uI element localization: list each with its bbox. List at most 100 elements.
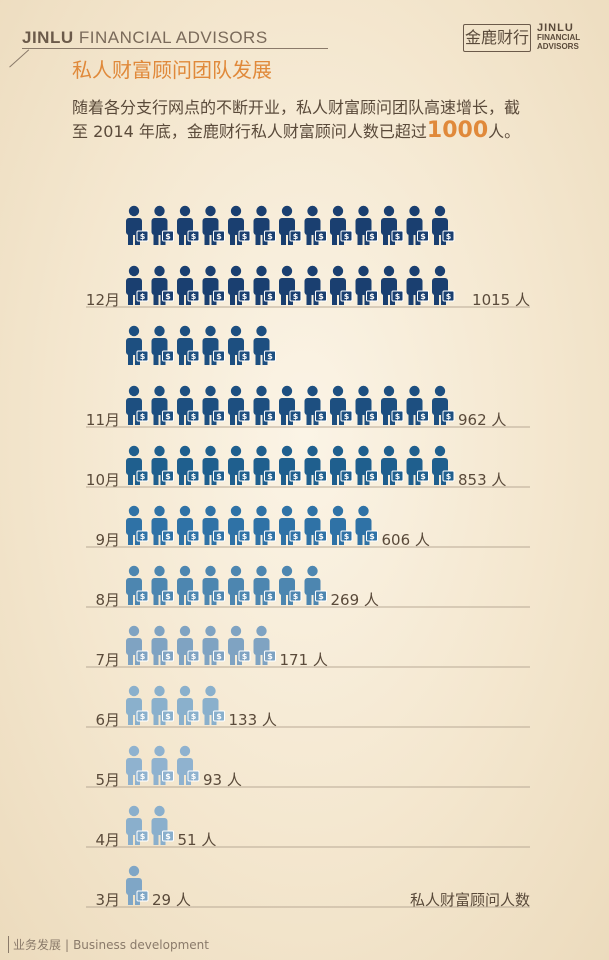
logo-cn: 金鹿财行 (463, 24, 531, 52)
person-icon: $ (253, 505, 276, 545)
person-icon: $ (253, 445, 276, 485)
svg-text:$: $ (395, 412, 401, 421)
person-icon: $ (151, 805, 174, 845)
person-icon: $ (151, 385, 174, 425)
svg-text:$: $ (216, 712, 222, 721)
person-icon: $ (330, 385, 353, 425)
svg-text:$: $ (242, 472, 248, 481)
person-icon: $ (279, 265, 302, 305)
person-icon: $ (126, 385, 149, 425)
person-icon: $ (253, 565, 276, 605)
svg-text:$: $ (395, 472, 401, 481)
person-icon: $ (228, 265, 251, 305)
svg-text:$: $ (191, 592, 197, 601)
svg-text:$: $ (344, 232, 350, 241)
svg-text:$: $ (242, 592, 248, 601)
svg-text:$: $ (293, 292, 299, 301)
page-subtitle: 私人财富顾问团队发展 (72, 58, 272, 82)
intro-text-1: 随着各分支行网点的不断开业，私人财富顾问团队高速增长，截至 2014 年底，金鹿… (72, 98, 521, 141)
svg-text:$: $ (446, 472, 452, 481)
svg-text:$: $ (191, 232, 197, 241)
month-label: 10月 (86, 471, 120, 489)
svg-text:$: $ (165, 472, 171, 481)
person-icon: $ (432, 445, 455, 485)
svg-text:$: $ (293, 232, 299, 241)
svg-text:$: $ (242, 652, 248, 661)
footer-cn: 业务发展 (8, 936, 61, 953)
month-label: 7月 (95, 651, 120, 669)
svg-text:$: $ (165, 832, 171, 841)
person-icon: $ (330, 205, 353, 245)
svg-text:$: $ (216, 532, 222, 541)
svg-text:$: $ (318, 592, 324, 601)
footer-separator: | (65, 938, 70, 952)
person-icon: $ (126, 205, 149, 245)
person-icon: $ (177, 565, 200, 605)
intro-text-2: 人。 (488, 122, 521, 141)
svg-text:$: $ (165, 592, 171, 601)
svg-text:$: $ (369, 232, 375, 241)
svg-text:$: $ (140, 772, 146, 781)
person-icon: $ (228, 445, 251, 485)
person-icon: $ (279, 385, 302, 425)
svg-text:$: $ (216, 232, 222, 241)
brand-light: FINANCIAL ADVISORS (73, 28, 268, 47)
svg-text:$: $ (191, 712, 197, 721)
person-icon: $ (279, 565, 302, 605)
person-icon: $ (279, 205, 302, 245)
person-icon: $ (406, 445, 429, 485)
person-icon: $ (304, 445, 327, 485)
person-icon: $ (355, 385, 378, 425)
svg-text:$: $ (420, 412, 426, 421)
month-label: 5月 (95, 771, 120, 789)
svg-text:$: $ (140, 832, 146, 841)
svg-text:$: $ (395, 292, 401, 301)
svg-text:$: $ (242, 352, 248, 361)
svg-text:$: $ (191, 412, 197, 421)
person-icon: $ (177, 445, 200, 485)
svg-text:$: $ (165, 712, 171, 721)
person-icon: $ (202, 265, 225, 305)
person-icon: $ (126, 745, 149, 785)
person-icon: $ (126, 505, 149, 545)
logo-en-line-3: ADVISORS (537, 42, 579, 51)
person-icon: $ (202, 205, 225, 245)
footer-en: Business development (73, 938, 209, 952)
svg-text:$: $ (191, 472, 197, 481)
person-icon: $ (151, 565, 174, 605)
person-icon: $ (151, 745, 174, 785)
person-icon: $ (253, 325, 276, 365)
svg-text:$: $ (140, 472, 146, 481)
svg-text:$: $ (165, 232, 171, 241)
svg-text:$: $ (318, 292, 324, 301)
person-icon: $ (202, 445, 225, 485)
value-label: 1015 人 (472, 291, 530, 309)
svg-text:$: $ (165, 412, 171, 421)
svg-text:$: $ (267, 352, 273, 361)
person-icon: $ (202, 685, 225, 725)
month-label: 11月 (86, 411, 120, 429)
value-label: 93 人 (203, 771, 242, 789)
person-icon: $ (126, 865, 149, 905)
svg-text:$: $ (165, 352, 171, 361)
person-icon: $ (406, 265, 429, 305)
svg-text:$: $ (140, 352, 146, 361)
svg-text:$: $ (216, 472, 222, 481)
intro-highlight: 1000 (426, 118, 489, 143)
svg-text:$: $ (344, 472, 350, 481)
svg-text:$: $ (165, 532, 171, 541)
person-icon: $ (126, 805, 149, 845)
svg-text:$: $ (242, 532, 248, 541)
svg-text:$: $ (191, 652, 197, 661)
person-icon: $ (202, 565, 225, 605)
svg-text:$: $ (140, 592, 146, 601)
person-icon: $ (381, 205, 404, 245)
person-icon: $ (304, 205, 327, 245)
svg-text:$: $ (446, 412, 452, 421)
svg-text:$: $ (216, 412, 222, 421)
value-label: 29 人 (152, 891, 191, 909)
person-icon: $ (355, 205, 378, 245)
person-icon: $ (279, 445, 302, 485)
intro-paragraph: 随着各分支行网点的不断开业，私人财富顾问团队高速增长，截至 2014 年底，金鹿… (72, 96, 532, 144)
person-icon: $ (330, 265, 353, 305)
